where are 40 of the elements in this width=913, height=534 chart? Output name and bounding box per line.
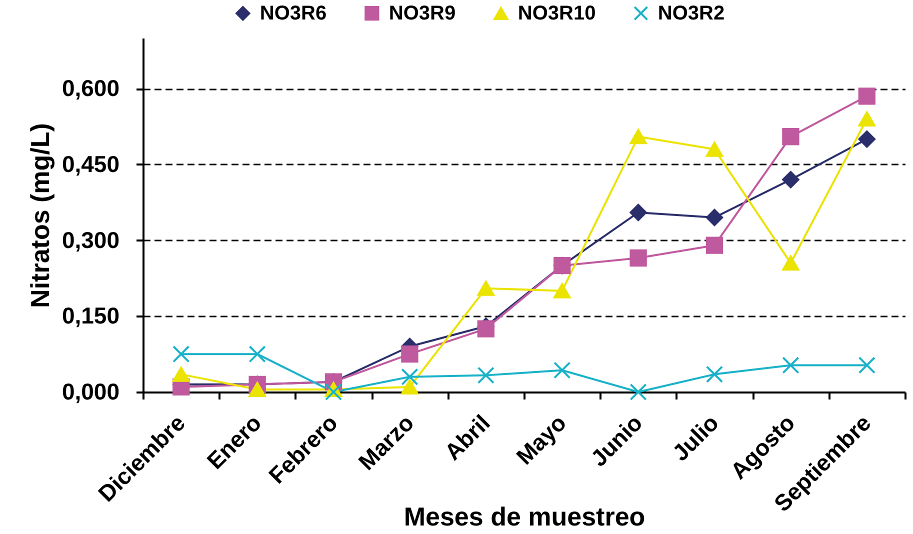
point bbox=[858, 88, 876, 105]
point bbox=[477, 366, 494, 384]
point bbox=[782, 356, 800, 374]
legend-label: NO3R6 bbox=[260, 2, 327, 24]
point bbox=[782, 128, 800, 146]
point bbox=[858, 111, 876, 126]
point bbox=[248, 345, 266, 363]
point bbox=[630, 129, 647, 144]
legend-label: NO3R9 bbox=[388, 2, 456, 24]
point bbox=[401, 368, 418, 386]
point bbox=[706, 142, 724, 157]
point bbox=[477, 280, 494, 296]
point bbox=[858, 356, 876, 374]
point bbox=[401, 379, 418, 395]
y-tick-label: 0,450 bbox=[62, 150, 120, 177]
y-tick-label: 0,600 bbox=[62, 75, 120, 102]
point bbox=[706, 236, 724, 254]
point bbox=[554, 283, 571, 298]
point bbox=[324, 383, 342, 401]
legend-label: NO3R10 bbox=[518, 2, 596, 24]
y-tick-label: 0,150 bbox=[62, 302, 120, 329]
point bbox=[782, 255, 800, 271]
y-tick-label: 0,300 bbox=[62, 226, 120, 253]
point bbox=[706, 208, 724, 226]
point bbox=[630, 204, 647, 222]
point bbox=[630, 249, 647, 267]
point bbox=[782, 171, 800, 188]
point bbox=[706, 366, 724, 383]
x-axis-title: Meses de muestreo bbox=[404, 502, 646, 532]
point bbox=[477, 320, 494, 338]
y-axis-title: Nitratos (mg/L) bbox=[24, 123, 55, 308]
point bbox=[172, 345, 190, 363]
point bbox=[172, 366, 190, 382]
point bbox=[858, 130, 876, 148]
point bbox=[630, 383, 647, 401]
point bbox=[554, 362, 571, 379]
y-tick-label: 0,000 bbox=[62, 378, 120, 404]
point bbox=[401, 345, 418, 363]
point bbox=[248, 382, 266, 398]
legend-label: NO3R2 bbox=[658, 2, 725, 24]
